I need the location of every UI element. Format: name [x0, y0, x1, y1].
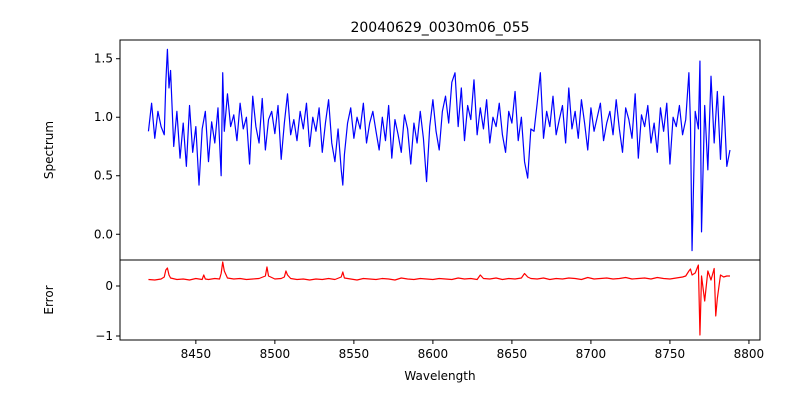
spectrum-y-ticks: 0.0 0.5 1.0 1.5 — [94, 52, 120, 241]
x-tick-label: 8650 — [497, 347, 528, 361]
spectrum-y-tick-label: 1.5 — [94, 52, 113, 66]
error-panel: 0 −1 8450 8500 8550 8600 8650 8700 8750 8800 Err… — [42, 259, 765, 383]
spectrum-y-axis-label: Spectrum — [42, 121, 56, 179]
x-tick-label: 8750 — [655, 347, 686, 361]
error-plot-area — [148, 261, 730, 336]
error-y-tick-label: 0 — [105, 279, 113, 293]
x-tick-label: 8500 — [260, 347, 291, 361]
x-tick-label: 8450 — [181, 347, 212, 361]
error-series-line-0 — [148, 261, 730, 336]
x-tick-label: 8700 — [576, 347, 607, 361]
x-tick-label: 8550 — [339, 347, 370, 361]
spectrum-y-tick-label: 1.0 — [94, 110, 113, 124]
x-axis-ticks: 8450 8500 8550 8600 8650 8700 8750 8800 — [181, 340, 765, 361]
error-axes-frame — [119, 259, 761, 341]
error-y-ticks: 0 −1 — [95, 279, 120, 343]
spectrum-y-tick-label: 0.5 — [94, 169, 113, 183]
error-y-axis-label: Error — [42, 285, 56, 314]
spectrum-plot-area — [147, 48, 731, 252]
x-tick-label: 8600 — [418, 347, 449, 361]
x-axis-label: Wavelength — [404, 369, 475, 383]
error-y-tick-label: −1 — [95, 329, 113, 343]
x-tick-label: 8800 — [734, 347, 765, 361]
spectrum-series-line-0 — [147, 48, 731, 252]
spectrum-y-tick-label: 0.0 — [94, 227, 113, 241]
chart-title: 20040629_0030m06_055 — [350, 20, 529, 36]
